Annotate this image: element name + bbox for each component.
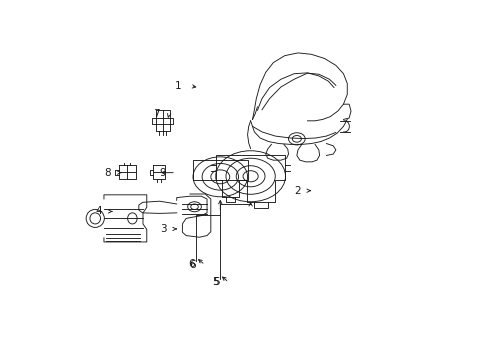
Text: 2: 2 xyxy=(293,186,300,196)
Text: 4: 4 xyxy=(95,207,102,216)
Text: 3: 3 xyxy=(160,224,166,234)
Text: 6: 6 xyxy=(187,258,194,269)
Text: 6: 6 xyxy=(189,260,195,270)
Text: 8: 8 xyxy=(104,168,111,177)
Text: 5: 5 xyxy=(212,278,219,287)
Text: 1: 1 xyxy=(174,81,181,91)
Text: 7: 7 xyxy=(153,109,159,119)
Text: 5: 5 xyxy=(211,276,218,287)
Text: 9: 9 xyxy=(160,168,166,177)
